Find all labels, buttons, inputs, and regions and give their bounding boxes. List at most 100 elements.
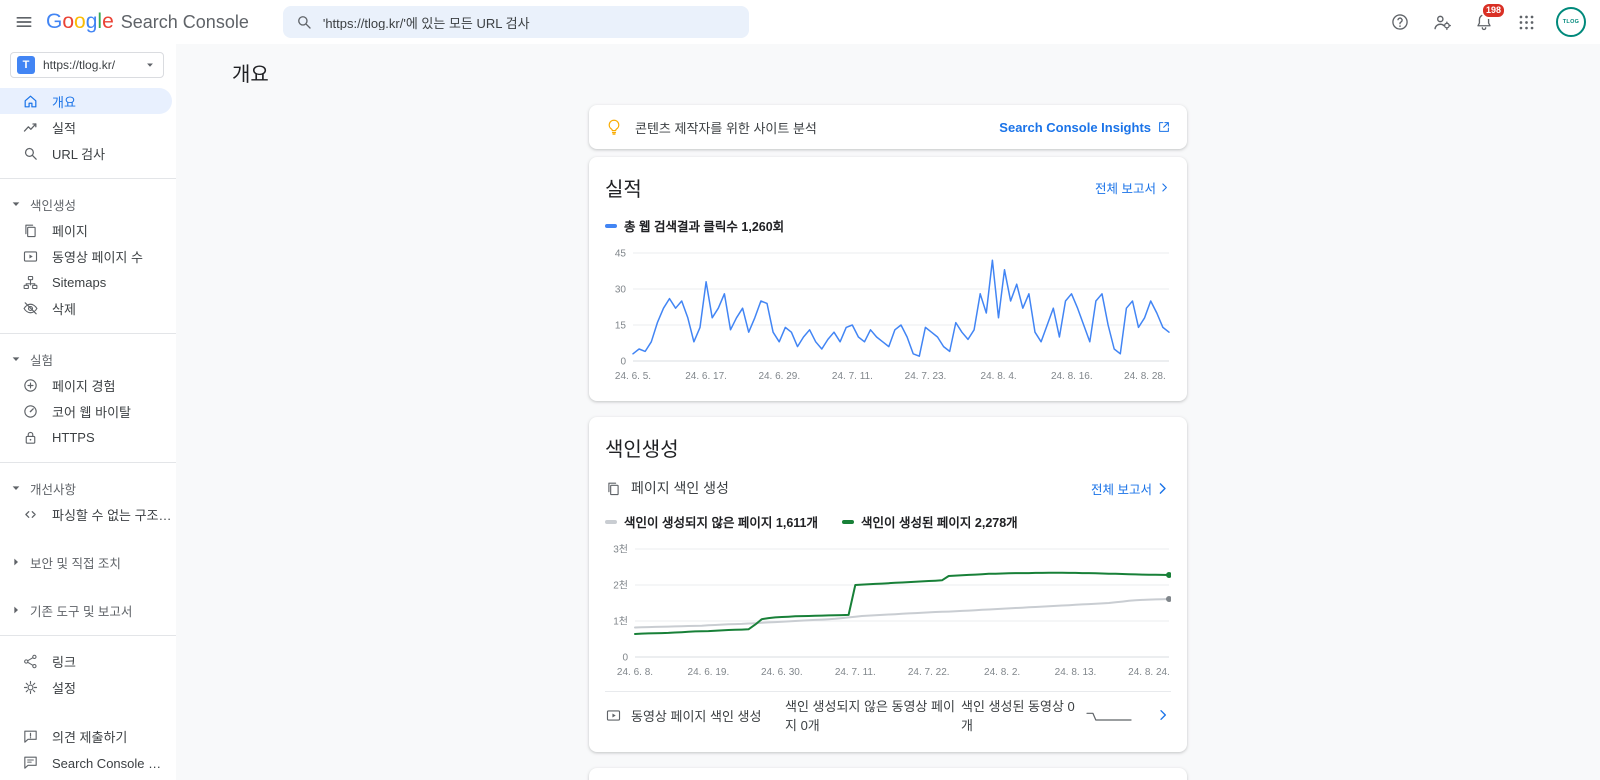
svg-text:24. 6. 17.: 24. 6. 17. — [685, 371, 727, 382]
indexing-full-report-link[interactable]: 전체 보고서 — [1091, 479, 1171, 498]
sidebar-item-removals[interactable]: 삭제 — [0, 295, 172, 321]
caret-down-icon — [8, 480, 24, 496]
svg-text:24. 7. 11.: 24. 7. 11. — [832, 371, 873, 382]
clicks-legend: 총 웹 검색결과 클릭수 1,260회 — [605, 216, 784, 235]
product-name: Search Console — [121, 12, 249, 33]
sidebar-item-about[interactable]: Search Console 정보 — [0, 749, 172, 775]
account-avatar[interactable]: TLOG — [1556, 7, 1586, 37]
sidebar-item-links[interactable]: 링크 — [0, 648, 172, 674]
svg-text:24. 6. 8.: 24. 6. 8. — [617, 667, 653, 678]
property-selector[interactable]: T https://tlog.kr/ — [10, 52, 164, 78]
help-button[interactable] — [1380, 2, 1420, 42]
code-icon — [22, 506, 39, 523]
svg-text:1천: 1천 — [613, 616, 628, 628]
svg-text:3천: 3천 — [613, 544, 628, 556]
not-indexed-legend: 색인이 생성되지 않은 페이지 1,611개 — [605, 512, 818, 531]
sidebar-item-https[interactable]: HTTPS — [0, 424, 172, 450]
video-indexing-sparkline — [1085, 706, 1133, 724]
chevron-right-icon — [1154, 480, 1171, 497]
caret-down-icon — [8, 351, 24, 367]
sidebar-section-legacy-tools[interactable]: 기존 도구 및 보고서 — [0, 597, 176, 623]
insights-link[interactable]: Search Console Insights — [999, 120, 1171, 135]
search-icon — [295, 13, 313, 31]
sidebar-item-pages[interactable]: 페이지 — [0, 217, 172, 243]
legend-marker — [605, 224, 617, 228]
video-not-indexed-stat: 색인 생성되지 않은 동영상 페이지 0개 — [785, 696, 961, 734]
caret-right-icon — [8, 554, 24, 570]
manage-accounts-icon — [1432, 12, 1453, 33]
sidebar-item-settings[interactable]: 설정 — [0, 674, 172, 700]
notifications-button[interactable]: 198 — [1464, 2, 1504, 42]
legend-marker — [842, 520, 854, 524]
performance-card-title: 실적 — [605, 173, 642, 202]
sidebar-section-experience[interactable]: 실험 — [0, 346, 176, 372]
help-icon — [1390, 12, 1410, 32]
sidebar-item-performance[interactable]: 실적 — [0, 114, 172, 140]
pages-icon — [605, 480, 622, 497]
page-title: 개요 — [232, 58, 1600, 87]
sidebar-divider — [0, 635, 176, 636]
trending-up-icon — [22, 119, 39, 136]
sidebar-section-indexing[interactable]: 색인생성 — [0, 191, 176, 217]
app-logo[interactable]: Google Search Console — [46, 10, 249, 34]
lightbulb-icon — [605, 118, 623, 136]
svg-text:24. 8. 2.: 24. 8. 2. — [984, 667, 1020, 678]
svg-text:24. 8. 16.: 24. 8. 16. — [1051, 371, 1093, 382]
indexing-chart[interactable]: 0 1천 2천 3천 24. 6. 8. 24. 6. 19. 24. 6. 30. 24. … — [605, 541, 1171, 681]
sidebar-section-security[interactable]: 보안 및 직접 조치 — [0, 549, 176, 575]
chevron-right-icon[interactable] — [1155, 707, 1171, 723]
apps-grid-icon — [1517, 13, 1536, 32]
svg-text:0: 0 — [620, 357, 626, 368]
svg-text:24. 7. 23.: 24. 7. 23. — [905, 371, 947, 382]
video-pages-icon — [605, 707, 622, 724]
sidebar-item-url-inspection[interactable]: URL 검사 — [0, 140, 172, 166]
pages-icon — [22, 222, 39, 239]
video-indexed-stat: 색인 생성된 동영상 0개 — [961, 696, 1085, 734]
sitemap-icon — [22, 274, 39, 291]
sidebar-spacer — [0, 700, 176, 723]
gear-icon — [22, 679, 39, 696]
sidebar-item-sitemaps[interactable]: Sitemaps — [0, 269, 172, 295]
hamburger-icon — [14, 12, 34, 32]
main-menu-button[interactable] — [4, 2, 44, 42]
apps-grid-button[interactable] — [1506, 2, 1546, 42]
video-icon — [22, 248, 39, 265]
card-divider — [605, 691, 1171, 692]
sidebar-section-enhancements[interactable]: 개선사항 — [0, 475, 176, 501]
svg-text:24. 6. 19.: 24. 6. 19. — [688, 667, 730, 678]
url-inspect-input[interactable] — [323, 15, 741, 30]
legend-marker — [605, 520, 617, 524]
account-settings-button[interactable] — [1422, 2, 1462, 42]
svg-text:30: 30 — [615, 285, 627, 296]
sidebar-item-video-pages[interactable]: 동영상 페이지 수 — [0, 243, 172, 269]
search-bar[interactable] — [283, 6, 749, 38]
svg-text:24. 6. 5.: 24. 6. 5. — [615, 371, 651, 382]
svg-text:24. 8. 28.: 24. 8. 28. — [1124, 371, 1166, 382]
sidebar-item-overview[interactable]: 개요 — [0, 88, 172, 114]
svg-text:15: 15 — [615, 321, 627, 332]
header-actions: 198 TLOG — [1380, 2, 1600, 42]
sidebar-item-unparsable-structured-data[interactable]: 파싱할 수 없는 구조화된 ... — [0, 501, 172, 527]
feedback-icon — [22, 728, 39, 745]
insights-banner-text: 콘텐츠 제작자를 위한 사이트 분석 — [635, 118, 817, 137]
caret-right-icon — [8, 602, 24, 618]
video-indexing-title: 동영상 페이지 색인 생성 — [631, 706, 761, 725]
chevron-right-icon — [1158, 181, 1171, 194]
sidebar-item-feedback[interactable]: 의견 제출하기 — [0, 723, 172, 749]
svg-text:24. 7. 22.: 24. 7. 22. — [908, 667, 950, 678]
magnifier-icon — [22, 145, 39, 162]
svg-text:0: 0 — [622, 653, 628, 664]
svg-text:24. 6. 30.: 24. 6. 30. — [761, 667, 803, 678]
property-favicon: T — [17, 56, 35, 74]
info-icon — [22, 754, 39, 771]
performance-full-report-link[interactable]: 전체 보고서 — [1095, 178, 1171, 197]
svg-text:24. 7. 11.: 24. 7. 11. — [835, 667, 876, 678]
svg-text:24. 8. 24.: 24. 8. 24. — [1128, 667, 1170, 678]
notification-badge: 198 — [1481, 2, 1506, 19]
sidebar-item-core-web-vitals[interactable]: 코어 웹 바이탈 — [0, 398, 172, 424]
sidebar-item-page-experience[interactable]: 페이지 경험 — [0, 372, 172, 398]
video-indexing-row[interactable]: 동영상 페이지 색인 생성 색인 생성되지 않은 동영상 페이지 0개 색인 생… — [605, 694, 1171, 736]
page-experience-icon — [22, 377, 39, 394]
performance-chart[interactable]: 015304524. 6. 5.24. 6. 17.24. 6. 29.24. … — [605, 245, 1171, 385]
svg-text:2천: 2천 — [613, 580, 628, 592]
